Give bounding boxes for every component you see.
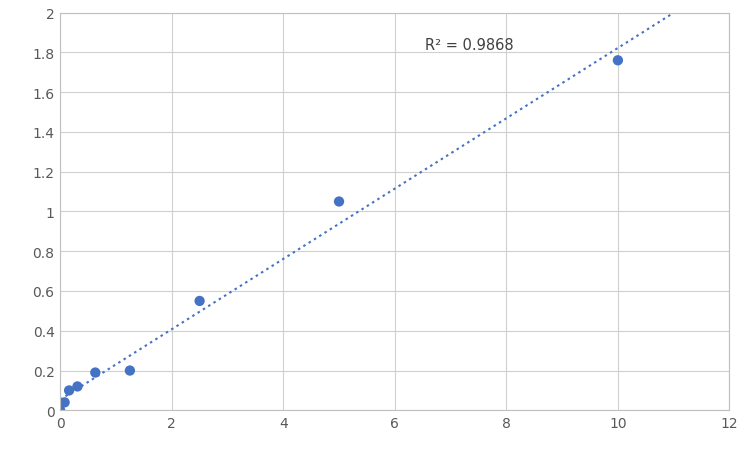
Point [333, 198, 345, 206]
Point [124, 367, 136, 374]
Point [71, 383, 83, 390]
Point [59, 399, 71, 406]
Text: R² = 0.9868: R² = 0.9868 [426, 38, 514, 53]
Point [54, 407, 66, 414]
Point [63, 387, 75, 394]
Point [89, 369, 102, 376]
Point [612, 58, 624, 65]
Point [193, 298, 205, 305]
